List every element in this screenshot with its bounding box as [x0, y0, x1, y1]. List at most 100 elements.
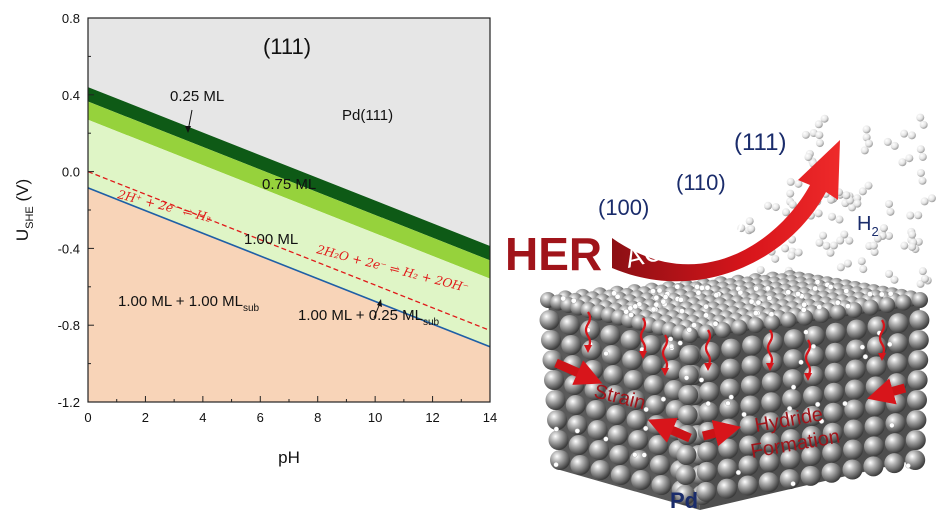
h2-atom	[873, 234, 882, 243]
h-atom	[748, 298, 755, 305]
h-atom	[677, 340, 683, 346]
y-tick-label: -0.4	[58, 241, 80, 256]
pd-atom	[739, 415, 760, 436]
pd-atom	[824, 362, 845, 383]
pd-atom	[620, 330, 641, 350]
pd-atom	[714, 322, 731, 338]
h-atom	[703, 303, 709, 310]
pd-atom	[825, 342, 846, 363]
h-atom	[674, 283, 681, 290]
h-atom	[643, 406, 649, 413]
h2-atom	[885, 269, 894, 278]
h2-atom	[815, 131, 824, 140]
h2-atom	[788, 200, 797, 209]
h-atom	[712, 320, 719, 327]
pd-atom	[863, 456, 884, 477]
h-atom	[650, 288, 656, 294]
pd-atom	[623, 370, 644, 390]
h2-atom	[820, 114, 829, 123]
pd-atom	[866, 336, 887, 357]
h2-atom	[858, 187, 867, 196]
region-100ml-100sub	[88, 187, 490, 402]
pd-atom	[846, 319, 867, 340]
h2-atom	[860, 146, 869, 155]
h-atom	[703, 312, 709, 319]
diffusion-arrow-head	[639, 351, 647, 359]
h-atom	[560, 295, 567, 302]
pd-atom	[584, 380, 605, 400]
h2-atom	[745, 217, 754, 226]
pd-atom	[843, 419, 864, 440]
pd-atom	[675, 485, 696, 505]
h-atom	[801, 301, 807, 308]
region-100ml	[88, 119, 490, 347]
pd-atom	[888, 313, 909, 334]
h-atom	[570, 297, 577, 304]
h-atom	[691, 322, 697, 328]
h-atom	[698, 377, 705, 383]
facet-100: (100)	[598, 195, 649, 220]
region-label-100ml-100sub: 1.00 ML + 1.00 MLsub	[118, 293, 259, 314]
diffusion-arrow	[584, 311, 592, 349]
pd-atom	[804, 325, 825, 346]
x-tick-label: 0	[84, 410, 91, 425]
h-atom	[728, 394, 734, 400]
pd-atom	[625, 390, 646, 410]
pd-atom	[604, 385, 625, 405]
boundary-025sub	[88, 187, 490, 348]
y-tick-label: -0.8	[58, 318, 80, 333]
pd-atom	[720, 358, 741, 379]
pd-atom	[643, 375, 664, 395]
h-atom	[842, 401, 848, 407]
pd-atom	[801, 445, 822, 466]
pd-atom	[649, 455, 670, 475]
pd-atom	[697, 441, 718, 462]
pd-atom	[565, 395, 586, 415]
h-atom	[812, 285, 818, 292]
pd-atom	[761, 392, 782, 413]
pd-atom	[718, 438, 739, 459]
pd-atom	[906, 410, 927, 430]
pd-atom	[783, 329, 804, 350]
h2-atom	[920, 197, 929, 206]
diffusion-arrow	[766, 329, 774, 367]
h2-atom	[914, 211, 923, 220]
h2-atom	[804, 153, 813, 162]
pd-atom	[567, 415, 588, 435]
pd-atom	[590, 460, 611, 480]
h2-atom	[918, 176, 927, 185]
h-atom	[753, 310, 759, 316]
h-atom	[643, 425, 649, 432]
h-atom	[862, 354, 868, 360]
h2-atom	[857, 257, 866, 266]
h2-atom	[781, 208, 790, 217]
h-atom	[790, 481, 796, 487]
h2-atom	[862, 125, 871, 134]
h2-atom	[885, 199, 894, 208]
h2-atom	[898, 158, 907, 167]
h2-atom	[827, 212, 836, 221]
pd-atom	[803, 385, 824, 406]
h-atom	[623, 308, 629, 315]
strain-arrows	[554, 358, 907, 447]
h-atom	[800, 307, 807, 313]
h-atom	[803, 329, 809, 335]
h-atom	[867, 291, 873, 297]
region-075ml	[88, 101, 490, 279]
x-tick-label: 4	[199, 410, 206, 425]
h2-atom	[869, 241, 878, 250]
pd-atom	[905, 430, 926, 450]
pd-atom	[603, 365, 624, 385]
her-equilibrium-line	[88, 170, 490, 332]
h-atom	[887, 290, 894, 297]
h-atom	[694, 284, 700, 290]
h-atom	[887, 341, 893, 347]
pd-atom	[759, 452, 780, 473]
h2-atom	[916, 145, 925, 154]
pd-atom	[699, 381, 720, 402]
region-label-pd111: Pd(111)	[342, 107, 393, 124]
pd-atom	[741, 355, 762, 376]
pd-atom	[844, 399, 865, 420]
strain-arrow-left	[554, 358, 603, 385]
pd-atom	[907, 370, 928, 390]
